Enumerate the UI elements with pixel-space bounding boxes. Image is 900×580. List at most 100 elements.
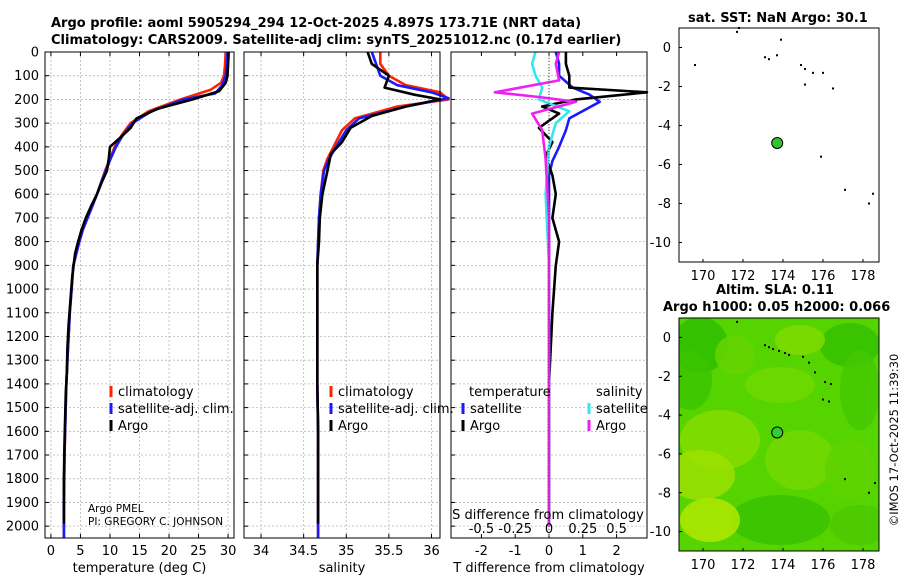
x-tick-label: 25 [190, 544, 207, 559]
x-tick-label: 170 [691, 558, 716, 573]
y-tick-label: -8 [658, 486, 671, 501]
difference-panel: -2 -1 0 1 2 T difference from climatology -0.5… [450, 51, 649, 576]
sla-map-title-line1: Altim. SLA: 0.11 [716, 283, 834, 298]
island-marker [768, 58, 770, 61]
pi-note: PI: GREGORY C. JOHNSON [88, 516, 223, 528]
y-tick-label: 500 [14, 164, 39, 179]
sla-map-title-line2: Argo h1000: 0.05 h2000: 0.066 [663, 300, 891, 315]
y-tick-label: 700 [14, 211, 39, 226]
x-tick-label: 174 [771, 558, 796, 573]
y-tick-label: -6 [658, 158, 671, 173]
sla-anomaly-patch [679, 450, 735, 500]
island-marker [812, 71, 814, 74]
y-tick-label: 1400 [6, 377, 39, 392]
island-marker [822, 398, 824, 401]
s-diff-tick-label: -0.25 [498, 522, 532, 537]
x-tick-label: 34 [253, 544, 270, 559]
x-tick-label: 0 [545, 544, 553, 559]
island-marker [832, 87, 834, 90]
s-diff-tick-label: -0.5 [469, 522, 494, 537]
island-marker [822, 71, 824, 74]
legend-label: climatology [118, 385, 194, 400]
y-tick-label: -6 [658, 447, 671, 462]
y-tick-label: 800 [14, 235, 39, 250]
y-tick-label: 400 [14, 140, 39, 155]
island-marker [778, 350, 780, 353]
series-line-climatology [62, 51, 227, 538]
island-marker [804, 67, 806, 70]
island-marker [868, 491, 870, 494]
sla-anomaly-patch [730, 495, 830, 545]
island-marker [764, 56, 766, 59]
island-marker [804, 83, 806, 86]
island-marker [764, 344, 766, 347]
legend-label: Argo [596, 419, 626, 434]
argo-position-marker [771, 136, 784, 149]
argo-position-marker [771, 426, 784, 439]
x-tick-label: -2 [475, 544, 488, 559]
x-tick-label: 10 [102, 544, 119, 559]
island-marker [788, 353, 790, 356]
x-tick-label: 34.5 [289, 544, 318, 559]
series-line-satellite-adj-clim- [315, 51, 450, 538]
salinity-panel: 34 34.5 35 35.5 36 salinity climatology satelli… [243, 51, 454, 576]
y-tick-label: 2000 [6, 520, 39, 535]
legend-label: satellite [596, 402, 648, 417]
y-tick-label: 1000 [6, 283, 39, 298]
series-line-s-argo [493, 51, 578, 527]
island-marker [736, 30, 738, 33]
x-tick-label: 174 [771, 269, 796, 284]
y-tick-label: -4 [658, 119, 671, 134]
salinity-axes-frame [243, 51, 441, 539]
island-marker [776, 54, 778, 57]
x-tick-label: 2 [612, 544, 620, 559]
sla-anomaly-patch [765, 430, 835, 490]
y-tick-label: 1800 [6, 472, 39, 487]
y-tick-label: 100 [14, 69, 39, 84]
x-tick-label: 172 [731, 558, 756, 573]
x-tick-label: 178 [851, 558, 876, 573]
island-marker [784, 351, 786, 354]
argo-pmel-note: Argo PMEL [88, 503, 144, 515]
sla-anomaly-patch [830, 505, 879, 545]
sla-anomaly-patch [680, 498, 740, 542]
sla-anomaly-patch [679, 350, 712, 410]
sst_map-axes-frame [678, 27, 880, 263]
legend-title-temperature: temperature [469, 385, 551, 400]
sst-map-title: sat. SST: NaN Argo: 30.1 [688, 11, 868, 26]
x-tick-label: 20 [161, 544, 178, 559]
island-marker [868, 202, 870, 205]
x-tick-label: 35 [338, 544, 355, 559]
series-line-argo [315, 51, 442, 524]
x-tick-label: 170 [691, 269, 716, 284]
legend-title-salinity: salinity [596, 385, 643, 400]
x-tick-label: 176 [811, 269, 836, 284]
legend-label: satellite-adj. clim. [118, 402, 234, 417]
s-diff-tick-label: 0.5 [606, 522, 627, 537]
legend-label: Argo [338, 419, 368, 434]
island-marker [814, 371, 816, 374]
x-tick-label: 36 [423, 544, 440, 559]
imos-credit: ©IMOS 17-Oct-2025 11:39:30 [887, 353, 900, 527]
temperature-panel: 0 5 10 15 20 25 30 temperature (deg C) 0 100 200 30… [6, 46, 236, 577]
difference-xlabel2: S difference from climatology [452, 508, 644, 523]
y-tick-label: 0 [663, 331, 671, 346]
y-tick-label: 0 [31, 46, 39, 61]
series-line-satellite-adj-clim- [62, 51, 229, 538]
sla-field [679, 318, 879, 551]
sla-anomaly-patch [825, 440, 875, 500]
y-tick-label: 1300 [6, 354, 39, 369]
y-tick-label: 300 [14, 117, 39, 132]
island-marker [874, 482, 876, 485]
series-line-climatology [315, 52, 450, 538]
sla_map-panel: 170 172 174 176 178 0 -2 -4 -6 -8 -10 [650, 317, 880, 573]
x-tick-label: 15 [131, 544, 148, 559]
y-tick-label: 900 [14, 259, 39, 274]
x-tick-label: 35.5 [374, 544, 403, 559]
x-tick-label: 30 [220, 544, 237, 559]
series-line-argo [62, 51, 230, 524]
sla_map-axes-frame [678, 317, 880, 552]
island-marker [780, 38, 782, 41]
y-tick-label: 200 [14, 93, 39, 108]
y-tick-label: -2 [658, 80, 671, 95]
